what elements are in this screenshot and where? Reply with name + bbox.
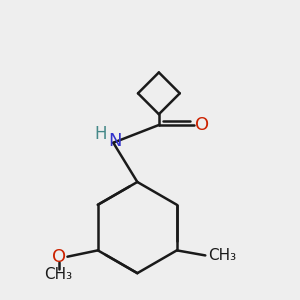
Text: CH₃: CH₃ (44, 267, 73, 282)
Text: O: O (196, 116, 210, 134)
Text: O: O (52, 248, 66, 266)
Text: H: H (94, 125, 107, 143)
Text: N: N (108, 133, 121, 151)
Text: CH₃: CH₃ (208, 248, 236, 263)
